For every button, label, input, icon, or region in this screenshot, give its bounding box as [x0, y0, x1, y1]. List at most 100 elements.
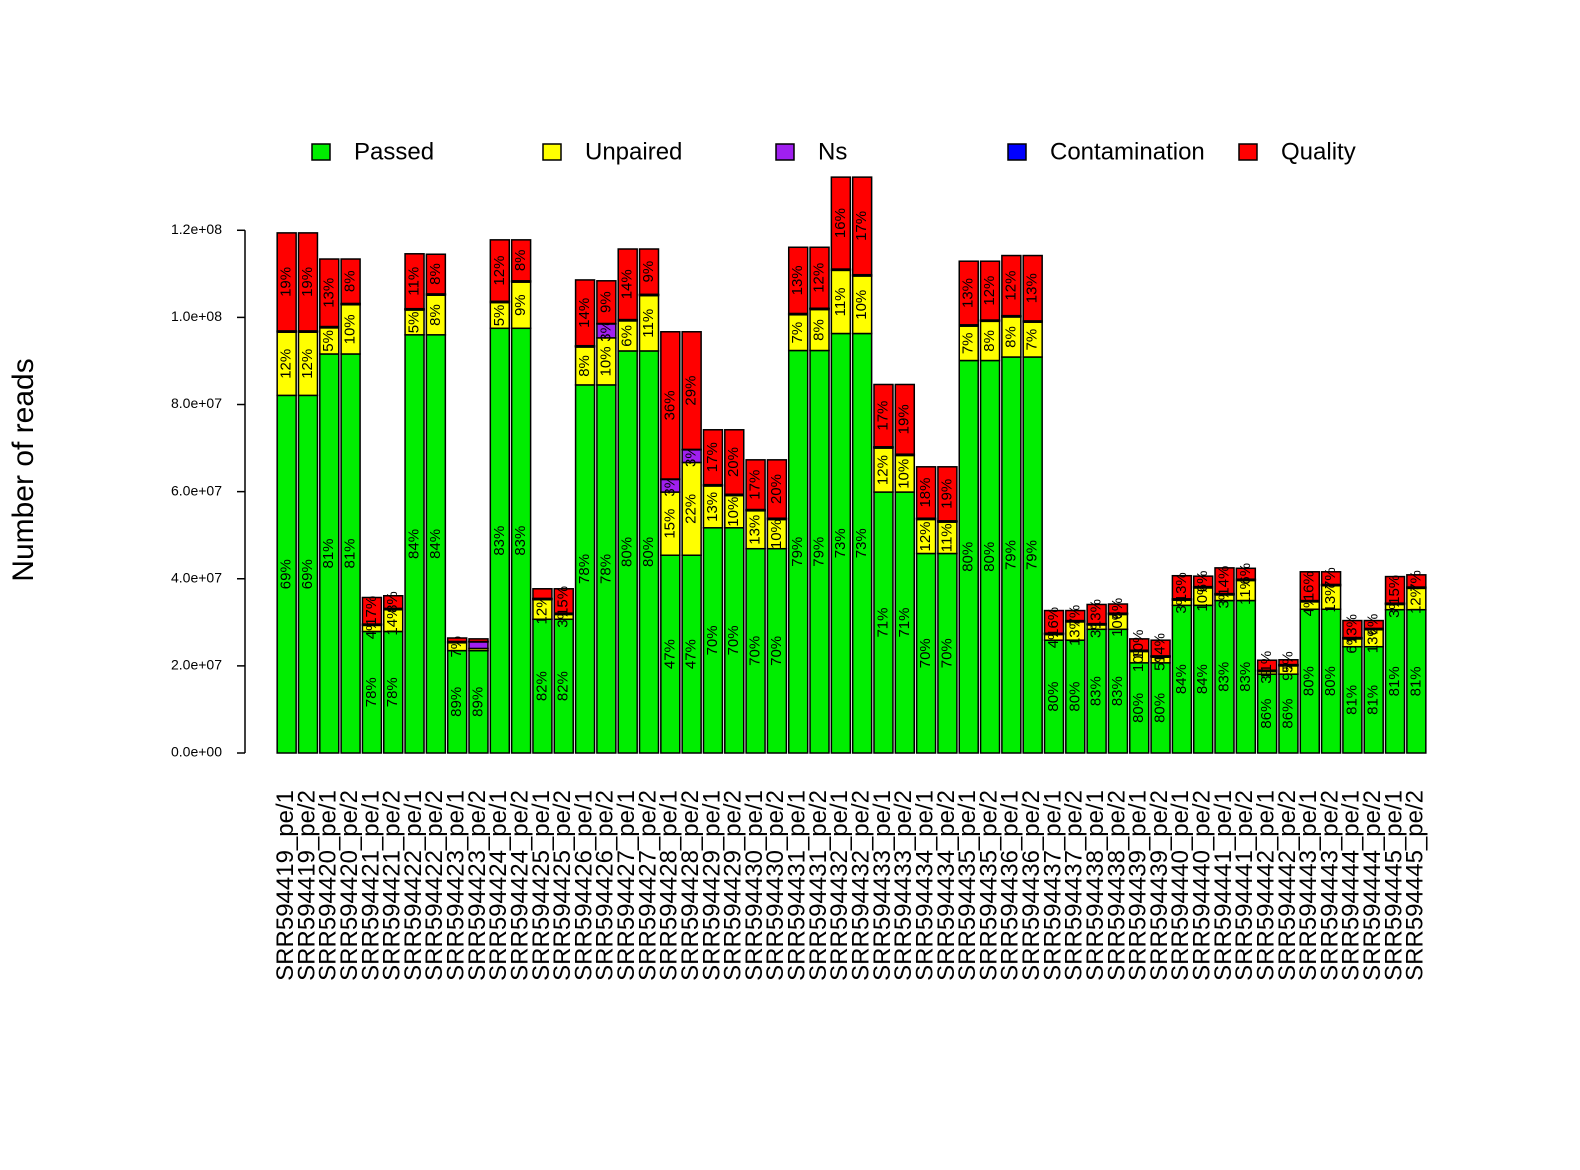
segment-label: 73% — [832, 528, 849, 558]
segment-label: 9% — [597, 291, 614, 313]
segment-label: 11% — [1258, 651, 1275, 680]
segment-label: 19% — [938, 479, 955, 509]
segment-label: 8% — [384, 591, 401, 613]
segment-label: 83% — [1109, 676, 1126, 706]
segment-label: 83% — [491, 526, 508, 556]
segment-label: 12% — [533, 594, 550, 624]
x-tick-label: SRR594428_pe/1 — [656, 790, 683, 981]
segment-label: 84% — [406, 529, 423, 559]
segment-label: 70% — [725, 625, 742, 655]
y-tick-label: 4.0e+07 — [171, 569, 222, 585]
segment-label: 84% — [1194, 664, 1211, 694]
segment-label: 13% — [1088, 599, 1105, 629]
segment-label: 13% — [1322, 582, 1339, 612]
segment-label: 12% — [299, 349, 316, 379]
bar-segment — [1043, 609, 1065, 634]
segment-label: 80% — [1066, 682, 1083, 712]
x-tick-label: SRR594437_pe/2 — [1061, 790, 1088, 981]
bar-segment — [276, 232, 297, 332]
bar-segment — [1192, 575, 1214, 588]
segment-label: 8% — [981, 330, 998, 352]
x-tick-label: SRR594433_pe/1 — [869, 790, 896, 981]
segment-label: 6% — [1237, 563, 1254, 585]
segment-label: 82% — [555, 671, 572, 701]
x-tick-label: SRR594440_pe/2 — [1189, 790, 1216, 981]
segment-label: 16% — [1045, 607, 1062, 637]
bar-segment — [1320, 571, 1342, 586]
segment-label: 16% — [1301, 571, 1318, 601]
segment-label: 13% — [1343, 614, 1360, 644]
y-tick-label: 2.0e+07 — [171, 657, 222, 673]
segment-label: 80% — [1130, 693, 1147, 723]
bar-segment — [1086, 603, 1107, 625]
segment-label: 70% — [938, 638, 955, 668]
x-tick-label: SRR594445_pe/1 — [1380, 790, 1407, 981]
bar-segment — [958, 260, 979, 326]
bar-segment — [510, 239, 532, 282]
bar-segment — [361, 596, 383, 625]
bar-segment — [1384, 575, 1406, 604]
segment-label: 12% — [981, 276, 998, 306]
x-tick-label: SRR594426_pe/2 — [592, 790, 619, 981]
segment-label: 3% — [661, 475, 678, 497]
bar-segment — [681, 331, 702, 451]
x-tick-label: SRR594432_pe/1 — [826, 790, 853, 981]
segment-label: 12% — [917, 521, 934, 551]
x-tick-label: SRR594430_pe/2 — [762, 790, 789, 981]
segment-label: 11% — [640, 309, 657, 338]
bar-segment — [1256, 659, 1278, 671]
segment-label: 12% — [810, 263, 827, 293]
x-tick-label: SRR594441_pe/1 — [1210, 790, 1237, 981]
segment-label: 10% — [1194, 582, 1211, 612]
segment-label: 17% — [853, 211, 870, 241]
segment-label: 83% — [1215, 662, 1232, 692]
x-tick-label: SRR594442_pe/1 — [1252, 790, 1279, 981]
segment-label: 83% — [1237, 662, 1254, 692]
x-tick-label: SRR594441_pe/2 — [1231, 790, 1258, 981]
segment-label: 14% — [384, 606, 401, 636]
bar-segment — [319, 258, 340, 328]
bar-segment — [1363, 619, 1384, 630]
bar-segment — [1342, 619, 1363, 639]
segment-label: 5% — [1279, 651, 1296, 673]
x-tick-label: SRR594434_pe/2 — [933, 790, 960, 981]
bar-segment — [382, 594, 404, 610]
legend-swatch — [1238, 143, 1258, 161]
segment-label: 7% — [1066, 605, 1083, 627]
segment-label: 36% — [661, 390, 678, 420]
segment-label: 81% — [342, 538, 359, 568]
segment-label: 47% — [683, 639, 700, 669]
segment-label: 7% — [1407, 570, 1424, 592]
segment-label: 20% — [725, 447, 742, 477]
segment-label: 12% — [1407, 584, 1424, 614]
x-tick-label: SRR594420_pe/1 — [315, 790, 342, 981]
x-tick-label: SRR594439_pe/2 — [1146, 790, 1173, 981]
x-tick-label: SRR594424_pe/2 — [506, 790, 533, 981]
segment-label: 29% — [683, 376, 700, 406]
segment-label: 11% — [832, 287, 849, 316]
bar-segment — [851, 176, 873, 276]
segment-label: 19% — [278, 267, 295, 297]
segment-label: 80% — [640, 537, 657, 567]
segment-label: 13% — [704, 492, 721, 522]
segment-label: 70% — [704, 625, 721, 655]
bar-segment — [915, 466, 937, 519]
segment-label: 73% — [853, 528, 870, 558]
x-tick-label: SRR594423_pe/2 — [464, 790, 491, 981]
x-tick-label: SRR594431_pe/1 — [784, 790, 811, 981]
segment-label: 86% — [1279, 699, 1296, 729]
segment-label: 13% — [320, 278, 337, 308]
x-tick-label: SRR594419_pe/2 — [293, 790, 320, 981]
segment-label: 84% — [1173, 664, 1190, 694]
segment-label: 10% — [342, 314, 359, 344]
legend-swatch — [1007, 143, 1027, 161]
segment-label: 20% — [768, 474, 785, 504]
segment-label: 80% — [960, 542, 977, 572]
segment-label: 10% — [768, 519, 785, 549]
x-tick-label: SRR594425_pe/1 — [528, 790, 555, 981]
bar-segment — [894, 383, 916, 455]
segment-label: 15% — [1386, 575, 1403, 605]
bar-segment — [1278, 659, 1299, 666]
segment-label: 80% — [619, 537, 636, 567]
